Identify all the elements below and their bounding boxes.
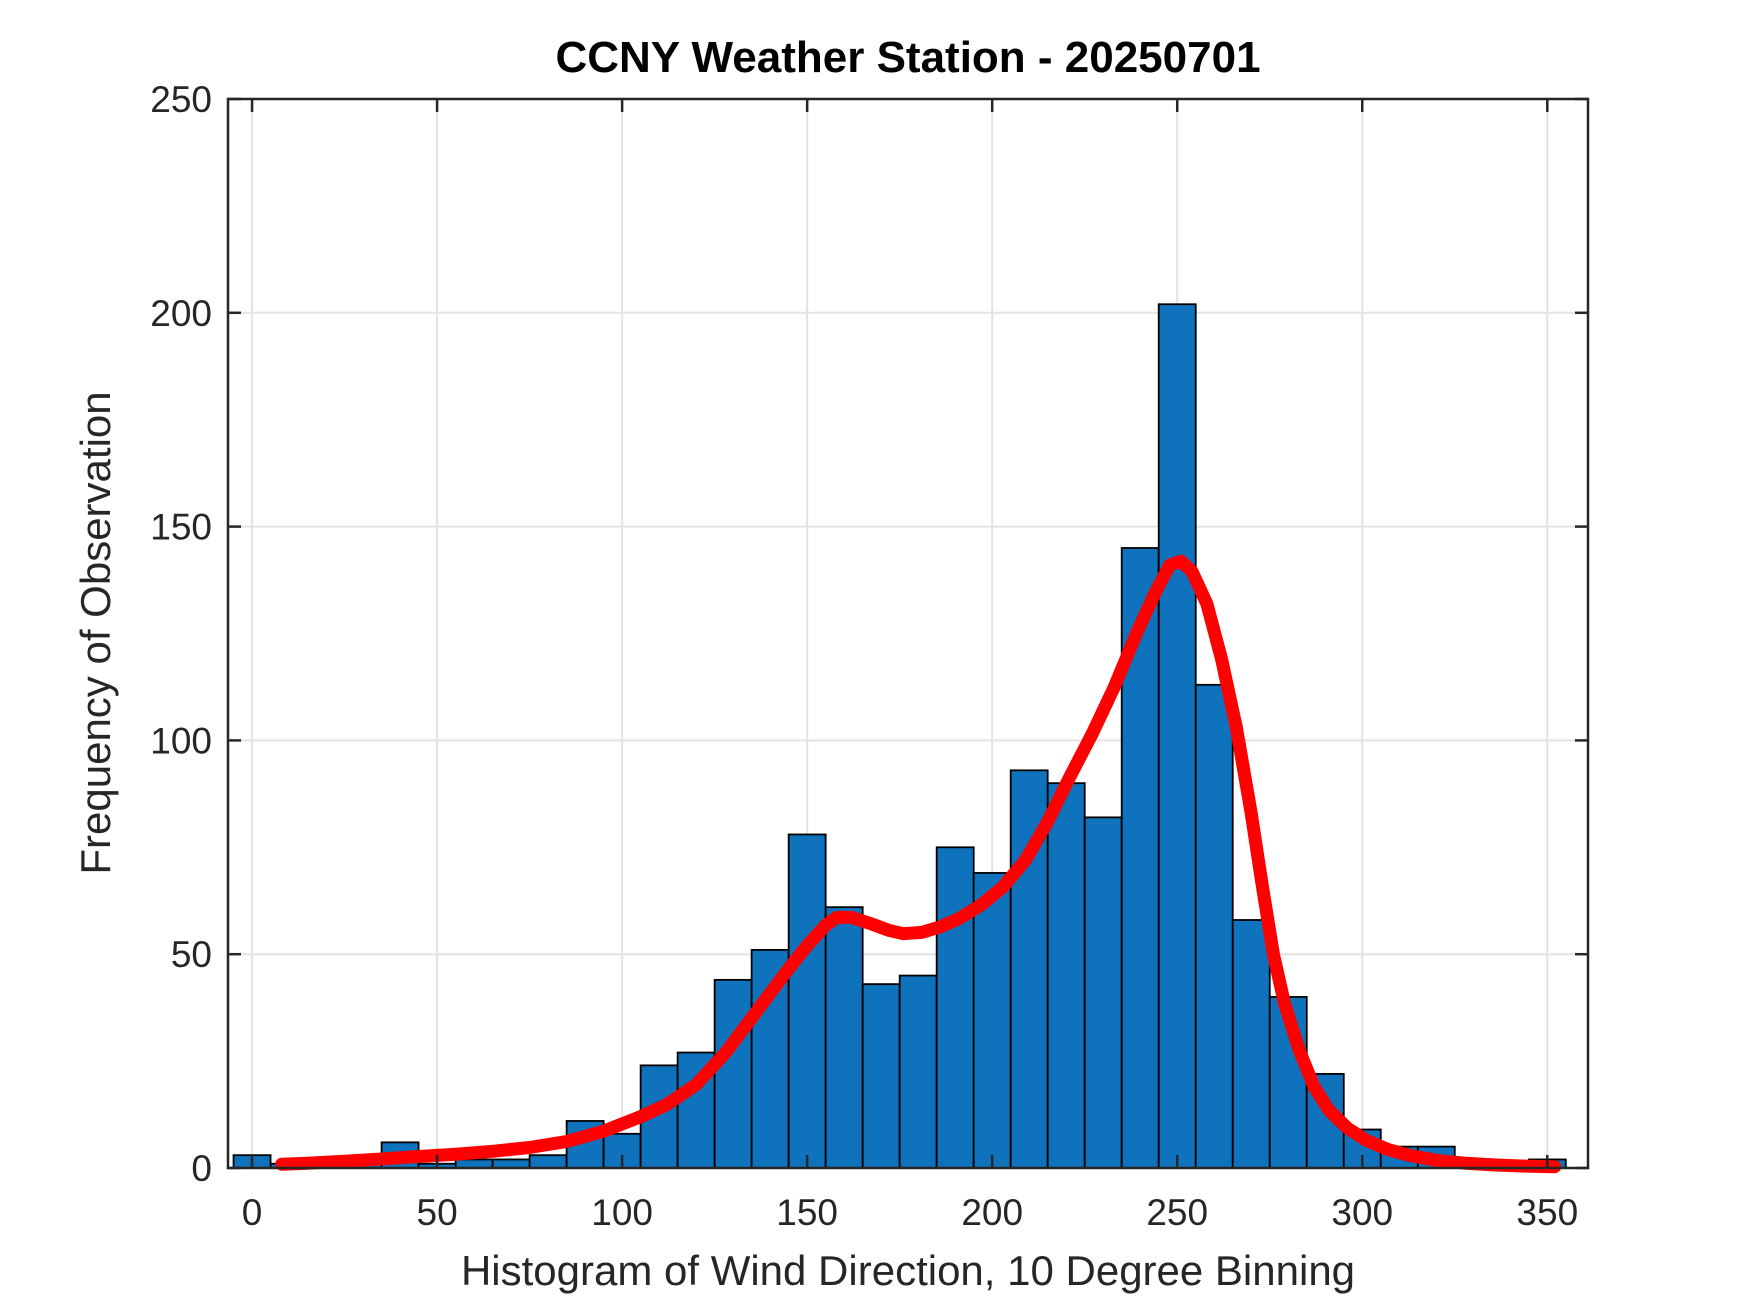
y-tick-label: 200 xyxy=(150,293,212,334)
y-tick-label: 100 xyxy=(150,720,212,761)
histogram-bars xyxy=(232,303,1567,1169)
x-axis-label: Histogram of Wind Direction, 10 Degree B… xyxy=(461,1247,1355,1294)
histogram-bar xyxy=(1046,782,1086,1169)
histogram-bar xyxy=(1194,683,1234,1169)
x-tick-label: 150 xyxy=(776,1192,838,1233)
x-tick-label: 350 xyxy=(1516,1192,1578,1233)
histogram-bar xyxy=(935,846,975,1169)
histogram-bar xyxy=(1083,816,1123,1169)
histogram-bar xyxy=(787,833,827,1169)
x-tick-label: 50 xyxy=(417,1192,458,1233)
y-tick-label: 0 xyxy=(191,1148,212,1189)
histogram-bar xyxy=(713,978,753,1169)
axes-box xyxy=(226,97,1590,1170)
tick-labels: 0 50 100 150 200 250 300 350 0 50 100 150 200 250 xyxy=(150,79,1578,1233)
density-fit-curve xyxy=(275,554,1562,1174)
histogram-bar xyxy=(898,974,938,1169)
tick-marks xyxy=(228,97,1588,1170)
histogram-bar xyxy=(454,1158,494,1169)
x-tick-label: 200 xyxy=(961,1192,1023,1233)
chart-title: CCNY Weather Station - 20250701 xyxy=(555,33,1260,82)
y-tick-label: 50 xyxy=(171,934,212,975)
histogram-bar xyxy=(861,983,901,1169)
histogram-bar xyxy=(528,1154,568,1169)
x-tick-label: 250 xyxy=(1146,1192,1208,1233)
y-tick-label: 150 xyxy=(150,507,212,548)
histogram-bar xyxy=(1157,303,1197,1169)
fit-curve-layer xyxy=(275,554,1562,1174)
histogram-bar xyxy=(824,906,864,1169)
histogram-bar xyxy=(1231,919,1271,1169)
histogram-bar xyxy=(972,872,1012,1169)
y-axis-label: Frequency of Observation xyxy=(72,391,119,874)
x-tick-label: 100 xyxy=(591,1192,653,1233)
x-tick-label: 300 xyxy=(1331,1192,1393,1233)
y-tick-label: 250 xyxy=(150,79,212,120)
histogram-bar xyxy=(491,1158,531,1169)
x-tick-label: 0 xyxy=(242,1192,263,1233)
